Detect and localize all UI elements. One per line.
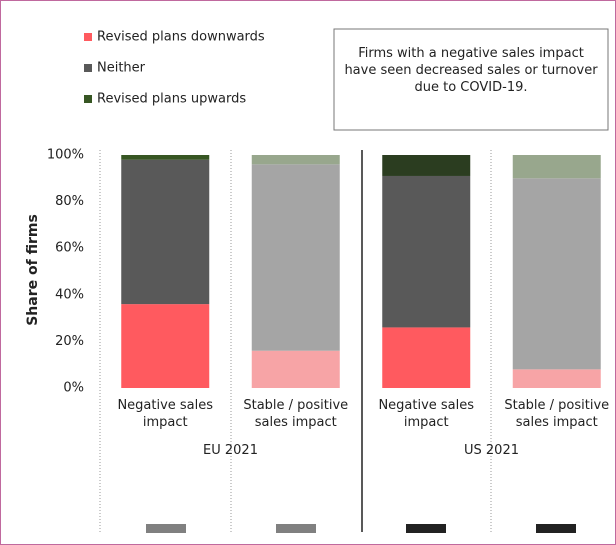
group-label: US 2021: [464, 443, 519, 458]
x-tick-label: Stable / positive sales impact: [504, 398, 610, 430]
x-tick-label: Negative sales impact: [378, 398, 475, 430]
legend-label: Neither: [97, 61, 146, 76]
legend-swatch: [84, 95, 92, 103]
y-axis-label: Share of firms: [25, 214, 41, 326]
x-tick-label: Negative sales impact: [117, 398, 214, 430]
bar-segment: [251, 155, 340, 165]
y-tick-label: 100%: [47, 148, 84, 163]
annotation-box: [333, 28, 609, 131]
marker: [536, 524, 576, 533]
marker: [276, 524, 316, 533]
bar-segment: [382, 175, 471, 328]
bar-segment: [121, 159, 210, 305]
y-tick-label: 20%: [55, 334, 84, 349]
legend-label: Revised plans downwards: [97, 30, 265, 45]
group-label: EU 2021: [203, 443, 258, 458]
y-tick-label: 0%: [63, 381, 84, 396]
x-tick-label: Stable / positive sales impact: [243, 398, 349, 430]
y-tick-label: 40%: [55, 287, 84, 302]
bar-segment: [512, 369, 601, 388]
bar-segment: [251, 350, 340, 388]
bar-segment: [512, 178, 601, 370]
bar-segment: [121, 304, 210, 388]
bar-segment: [251, 164, 340, 351]
legend-label: Revised plans upwards: [97, 92, 246, 107]
legend-swatch: [84, 64, 92, 72]
bar-segment: [512, 155, 601, 179]
bar-segment: [382, 327, 471, 388]
marker: [146, 524, 186, 533]
annotation: Firms with a negative sales impact have …: [344, 46, 598, 95]
y-tick-label: 80%: [55, 194, 84, 209]
legend-swatch: [84, 33, 92, 41]
y-tick-label: 60%: [55, 241, 84, 256]
marker: [406, 524, 446, 533]
bar-segment: [121, 155, 210, 160]
bar-segment: [382, 155, 471, 176]
